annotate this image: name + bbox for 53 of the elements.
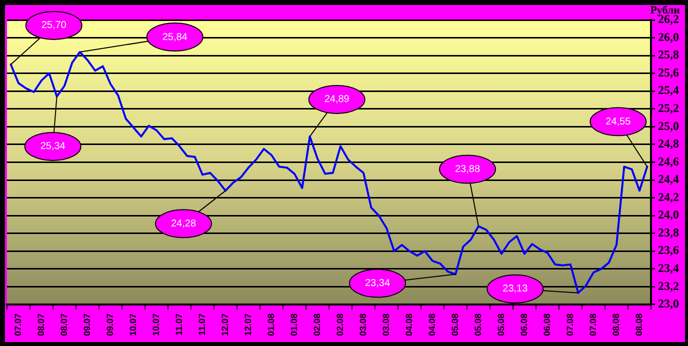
x-tick-label: 05.08 bbox=[472, 313, 483, 336]
y-tick-label: 23,0 bbox=[658, 296, 679, 311]
x-tick-label: 07.07 bbox=[12, 313, 23, 336]
data-label: 25,34 bbox=[40, 141, 66, 152]
y-tick-label: 24,0 bbox=[658, 208, 679, 222]
y-tick-label: 25,8 bbox=[658, 48, 679, 62]
y-tick-label: 23,2 bbox=[658, 278, 679, 293]
data-label: 25,70 bbox=[41, 20, 67, 32]
data-label: 23,88 bbox=[454, 164, 480, 175]
y-tick-label: 25,6 bbox=[658, 65, 679, 80]
x-tick-label: 12.07 bbox=[220, 313, 230, 336]
x-tick-label: 08.08 bbox=[634, 313, 644, 336]
y-tick-label: 23,8 bbox=[658, 225, 679, 240]
x-tick-label: 08.07 bbox=[36, 313, 46, 336]
y-tick-label: 23,4 bbox=[658, 261, 679, 276]
x-tick-label: 03.08 bbox=[380, 313, 391, 336]
x-tick-label: 10.07 bbox=[128, 313, 138, 336]
y-tick-label: 24,8 bbox=[658, 136, 679, 151]
x-tick-label: 11.07 bbox=[196, 313, 207, 336]
data-label: 23,34 bbox=[364, 278, 390, 289]
x-tick-label: 10.07 bbox=[150, 313, 161, 336]
x-tick-label: 03.08 bbox=[358, 313, 368, 336]
x-tick-label: 06.08 bbox=[518, 313, 529, 336]
y-tick-label: 24,4 bbox=[658, 172, 679, 186]
data-label: 24,55 bbox=[606, 116, 632, 128]
x-tick-label: 01.08 bbox=[266, 313, 276, 336]
x-tick-label: 02.08 bbox=[312, 313, 322, 336]
x-tick-label: 05.08 bbox=[496, 313, 506, 336]
data-label: 23,13 bbox=[502, 284, 528, 295]
y-tick-label: 24,6 bbox=[658, 154, 679, 168]
x-tick-label: 04.08 bbox=[426, 313, 437, 336]
x-tick-label: 09.07 bbox=[82, 313, 92, 336]
y-tick-label: 23,6 bbox=[658, 243, 679, 258]
x-tick-label: 01.08 bbox=[288, 313, 299, 336]
y-tick-label: 24,2 bbox=[658, 190, 679, 204]
x-tick-label: 11.07 bbox=[174, 313, 184, 336]
y-tick-label: 25,2 bbox=[658, 100, 679, 115]
x-tick-label: 09.07 bbox=[104, 313, 115, 336]
x-tick-label: 07.08 bbox=[564, 313, 575, 336]
y-tick-label: 26,0 bbox=[658, 30, 679, 44]
data-label: 24,89 bbox=[324, 94, 350, 106]
x-tick-label: 05.08 bbox=[450, 313, 460, 336]
x-tick-label: 08.07 bbox=[58, 313, 69, 336]
x-tick-label: 06.08 bbox=[542, 313, 552, 336]
x-tick-label: 02.08 bbox=[334, 313, 345, 336]
x-tick-label: 08.08 bbox=[610, 313, 621, 336]
x-tick-label: 12.07 bbox=[242, 313, 253, 336]
data-label: 25,84 bbox=[162, 32, 188, 43]
x-tick-label: 07.08 bbox=[588, 313, 598, 336]
x-tick-label: 04.08 bbox=[404, 313, 414, 336]
data-label: 24,28 bbox=[170, 218, 196, 230]
y-tick-label: 25,4 bbox=[658, 83, 679, 98]
y-tick-label: 25,0 bbox=[658, 118, 679, 133]
